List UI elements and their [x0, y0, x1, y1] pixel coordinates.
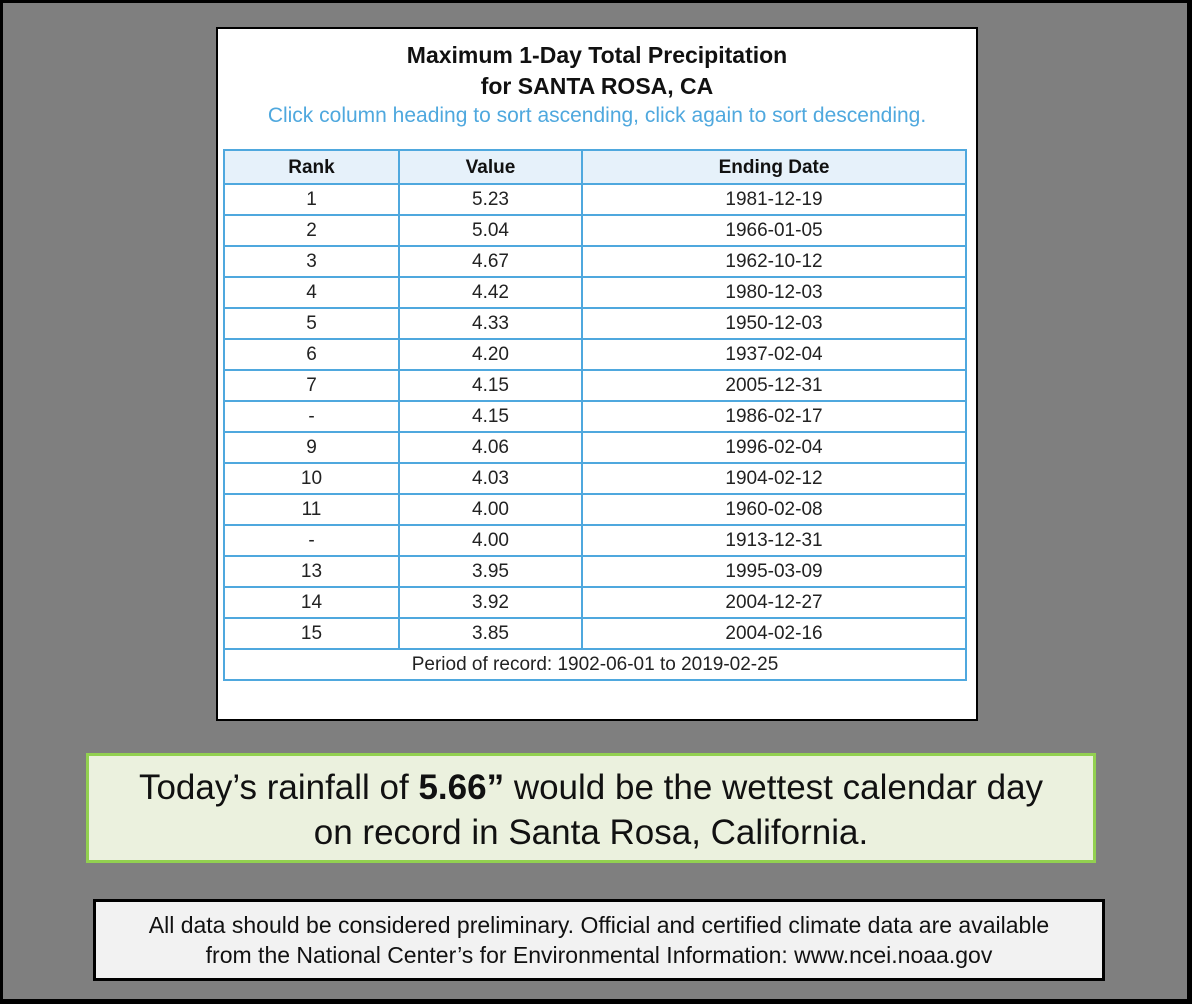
records-panel: Maximum 1-Day Total Precipitation for SA… [216, 27, 978, 721]
value-cell: 4.15 [398, 400, 583, 433]
value-cell: 4.03 [398, 462, 583, 495]
value-cell: 4.06 [398, 431, 583, 464]
ending-date-cell: 1995-03-09 [581, 555, 967, 588]
ending-date-cell: 1937-02-04 [581, 338, 967, 371]
rank-cell: - [223, 400, 400, 433]
rank-cell: - [223, 524, 400, 557]
value-cell: 4.15 [398, 369, 583, 402]
rank-cell: 1 [223, 183, 400, 216]
ending-date-cell: 1962-10-12 [581, 245, 967, 278]
rank-cell: 10 [223, 462, 400, 495]
value-column-header[interactable]: Value [398, 149, 583, 185]
disclaimer-line-2: from the National Center’s for Environme… [205, 942, 993, 968]
rank-cell: 11 [223, 493, 400, 526]
records-table: Rank Value Ending Date 1 5.23 1981-12-19 2 5… [223, 149, 967, 681]
table-row: 4 4.42 1980-12-03 [223, 276, 967, 309]
rank-cell: 3 [223, 245, 400, 278]
title-line-1: Maximum 1-Day Total Precipitation [406, 42, 788, 68]
table-row: 2 5.04 1966-01-05 [223, 214, 967, 247]
rank-cell: 4 [223, 276, 400, 309]
period-of-record: Period of record: 1902-06-01 to 2019-02-… [223, 648, 967, 681]
value-cell: 4.42 [398, 276, 583, 309]
callout-value: 5.66” [418, 768, 505, 807]
table-title: Maximum 1-Day Total Precipitation for SA… [218, 40, 976, 102]
table-row: -4.15 1986-02-17 [223, 400, 967, 433]
callout-line-2: on record in Santa Rosa, California. [313, 813, 869, 852]
callout-pre: Today’s rainfall of [138, 768, 419, 807]
rainfall-callout: Today’s rainfall of 5.66” would be the w… [86, 753, 1096, 863]
ending-date-cell: 2004-12-27 [581, 586, 967, 619]
disclaimer-line-1: All data should be considered preliminar… [148, 912, 1050, 938]
rank-cell: 7 [223, 369, 400, 402]
rank-cell: 9 [223, 431, 400, 464]
title-line-2: for SANTA ROSA, CA [480, 73, 714, 99]
rank-cell: 6 [223, 338, 400, 371]
table-row: 1 5.23 1981-12-19 [223, 183, 967, 216]
header-row: Rank Value Ending Date [223, 149, 967, 185]
rank-cell: 5 [223, 307, 400, 340]
rank-cell: 2 [223, 214, 400, 247]
slide-frame: Maximum 1-Day Total Precipitation for SA… [3, 3, 1187, 999]
table-row: 3 4.67 1962-10-12 [223, 245, 967, 278]
rank-cell: 14 [223, 586, 400, 619]
value-cell: 3.92 [398, 586, 583, 619]
rank-cell: 13 [223, 555, 400, 588]
value-cell: 3.95 [398, 555, 583, 588]
value-cell: 5.23 [398, 183, 583, 216]
callout-post: would be the wettest calendar day [504, 768, 1044, 807]
ending-date-cell: 1913-12-31 [581, 524, 967, 557]
table-row: 7 4.15 2005-12-31 [223, 369, 967, 402]
table-row: 13 3.95 1995-03-09 [223, 555, 967, 588]
value-cell: 3.85 [398, 617, 583, 650]
table-row: 9 4.06 1996-02-04 [223, 431, 967, 464]
table-row: 11 4.00 1960-02-08 [223, 493, 967, 526]
table-row: -4.00 1913-12-31 [223, 524, 967, 557]
table-row: 14 3.92 2004-12-27 [223, 586, 967, 619]
ending-date-column-header[interactable]: Ending Date [581, 149, 967, 185]
ending-date-cell: 1986-02-17 [581, 400, 967, 433]
value-cell: 5.04 [398, 214, 583, 247]
table-body: 1 5.23 1981-12-19 2 5.04 1966-01-05 3 4.67 1962-… [223, 183, 967, 650]
ending-date-cell: 1996-02-04 [581, 431, 967, 464]
table-row: 5 4.33 1950-12-03 [223, 307, 967, 340]
table-row: 10 4.03 1904-02-12 [223, 462, 967, 495]
ending-date-cell: 1960-02-08 [581, 493, 967, 526]
data-disclaimer: All data should be considered preliminar… [93, 899, 1105, 981]
sort-hint: Click column heading to sort ascending, … [267, 104, 927, 127]
value-cell: 4.67 [398, 245, 583, 278]
callout-line-1: Today’s rainfall of 5.66” would be the w… [89, 765, 1093, 810]
period-row: Period of record: 1902-06-01 to 2019-02-… [223, 648, 967, 681]
table-row: 15 3.85 2004-02-16 [223, 617, 967, 650]
ending-date-cell: 1966-01-05 [581, 214, 967, 247]
ending-date-cell: 1981-12-19 [581, 183, 967, 216]
ending-date-cell: 1904-02-12 [581, 462, 967, 495]
ending-date-cell: 1980-12-03 [581, 276, 967, 309]
rank-column-header[interactable]: Rank [223, 149, 400, 185]
value-cell: 4.33 [398, 307, 583, 340]
ending-date-cell: 2004-02-16 [581, 617, 967, 650]
ending-date-cell: 2005-12-31 [581, 369, 967, 402]
value-cell: 4.00 [398, 524, 583, 557]
table-row: 6 4.20 1937-02-04 [223, 338, 967, 371]
value-cell: 4.20 [398, 338, 583, 371]
ending-date-cell: 1950-12-03 [581, 307, 967, 340]
rank-cell: 15 [223, 617, 400, 650]
value-cell: 4.00 [398, 493, 583, 526]
